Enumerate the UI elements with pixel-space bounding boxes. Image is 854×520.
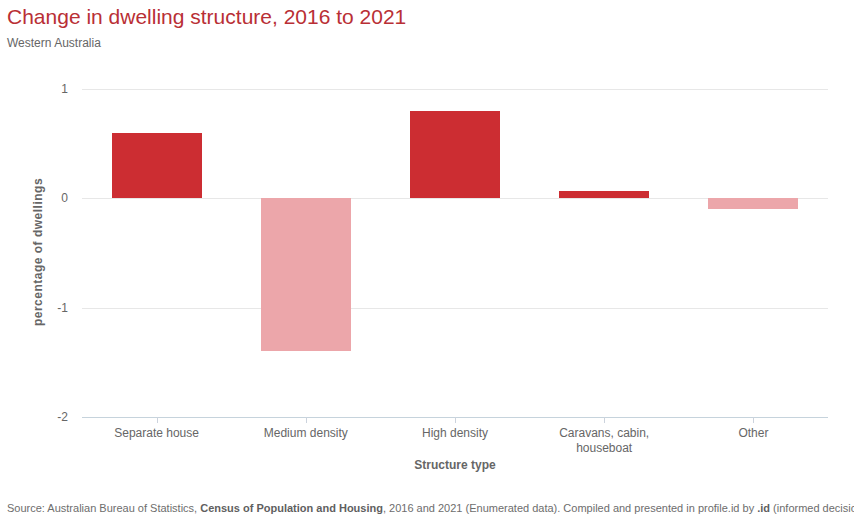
source-note-text: , 2016 and 2021 (Enumerated data). Compi… <box>383 502 757 514</box>
source-note-emphasis: Census of Population and Housing <box>200 502 383 514</box>
x-tick-label-medium-density: Medium density <box>231 426 381 441</box>
gridline-y--1 <box>82 308 828 309</box>
x-tick-label-caravans-cabin-houseboat: Caravans, cabin, houseboat <box>529 426 679 456</box>
x-tick-label-high-density: High density <box>380 426 530 441</box>
source-note: Source: Australian Bureau of Statistics,… <box>7 502 854 514</box>
y-tick-label: 0 <box>28 191 68 205</box>
chart-title: Change in dwelling structure, 2016 to 20… <box>7 5 406 29</box>
bar-medium-density[interactable] <box>261 198 351 351</box>
source-note-text: (informed decisions). <box>770 502 854 514</box>
x-axis-tick <box>753 417 754 423</box>
y-axis-title: percentage of dwellings <box>31 88 45 416</box>
chart-subtitle: Western Australia <box>7 36 101 50</box>
gridline-y-1 <box>82 89 828 90</box>
plot-area: 10-1-2Separate houseMedium densityHigh d… <box>82 89 828 417</box>
bar-separate-house[interactable] <box>112 133 202 199</box>
bar-high-density[interactable] <box>410 111 500 198</box>
bar-caravans-cabin-houseboat[interactable] <box>559 191 649 199</box>
x-axis-tick <box>306 417 307 423</box>
y-tick-label: 1 <box>28 82 68 96</box>
x-axis-tick <box>157 417 158 423</box>
source-note-text: Source: Australian Bureau of Statistics, <box>7 502 200 514</box>
chart-card: Change in dwelling structure, 2016 to 20… <box>0 0 854 520</box>
x-axis-tick <box>604 417 605 423</box>
x-tick-label-other: Other <box>678 426 828 441</box>
x-axis-tick <box>455 417 456 423</box>
x-tick-label-separate-house: Separate house <box>82 426 232 441</box>
x-axis-title: Structure type <box>82 458 828 472</box>
y-tick-label: -2 <box>28 410 68 424</box>
source-note-emphasis: .id <box>757 502 770 514</box>
bar-other[interactable] <box>708 198 798 209</box>
y-tick-label: -1 <box>28 301 68 315</box>
